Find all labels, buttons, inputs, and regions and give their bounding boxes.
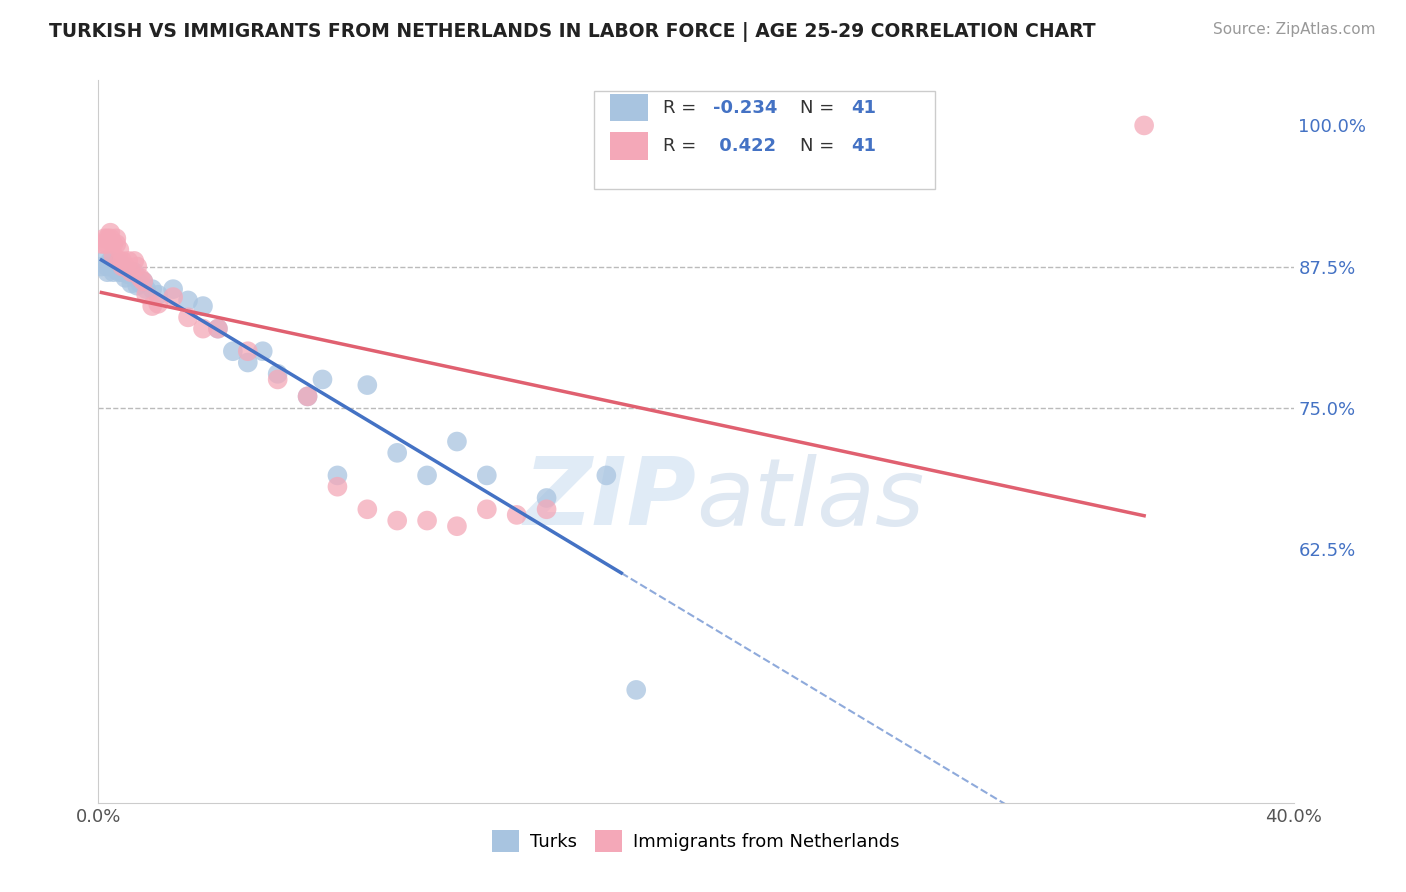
- Point: [120, 265, 142, 279]
- Point: [111, 265, 134, 279]
- Point: [148, 287, 170, 301]
- Text: TURKISH VS IMMIGRANTS FROM NETHERLANDS IN LABOR FORCE | AGE 25-29 CORRELATION CH: TURKISH VS IMMIGRANTS FROM NETHERLANDS I…: [49, 22, 1095, 42]
- Point: [90, 260, 112, 274]
- Point: [108, 256, 131, 270]
- Point: [98, 231, 122, 245]
- Point: [135, 282, 157, 296]
- Text: -0.234: -0.234: [713, 99, 778, 117]
- Point: [162, 282, 184, 296]
- Point: [108, 243, 131, 257]
- Point: [111, 260, 134, 274]
- Point: [124, 265, 146, 279]
- Point: [222, 344, 245, 359]
- Point: [297, 389, 319, 403]
- Point: [98, 253, 122, 268]
- Point: [129, 277, 152, 291]
- Point: [536, 502, 558, 516]
- Point: [96, 231, 118, 245]
- Point: [416, 514, 439, 528]
- Point: [595, 468, 617, 483]
- Point: [108, 253, 131, 268]
- Point: [297, 389, 319, 403]
- Point: [191, 299, 214, 313]
- Point: [90, 237, 112, 252]
- Point: [385, 446, 409, 460]
- Point: [311, 372, 333, 386]
- Point: [506, 508, 529, 522]
- Point: [446, 434, 468, 449]
- Point: [103, 265, 125, 279]
- Point: [191, 321, 214, 335]
- Point: [98, 226, 122, 240]
- Point: [356, 378, 378, 392]
- Point: [132, 274, 155, 288]
- Point: [135, 287, 157, 301]
- Point: [105, 237, 128, 252]
- Point: [446, 519, 468, 533]
- Point: [236, 344, 259, 359]
- Point: [385, 514, 409, 528]
- Text: N =: N =: [800, 137, 839, 155]
- Point: [105, 263, 128, 277]
- Point: [93, 237, 115, 252]
- Point: [127, 260, 149, 274]
- Point: [475, 502, 498, 516]
- Point: [162, 290, 184, 304]
- Point: [105, 231, 128, 245]
- Point: [267, 367, 290, 381]
- Point: [93, 253, 115, 268]
- Point: [177, 310, 200, 325]
- Text: 41: 41: [852, 137, 876, 155]
- Point: [356, 502, 378, 516]
- Point: [114, 270, 136, 285]
- Point: [103, 237, 125, 252]
- Point: [114, 260, 136, 274]
- Point: [326, 480, 349, 494]
- FancyBboxPatch shape: [595, 91, 935, 189]
- Point: [127, 278, 149, 293]
- Text: atlas: atlas: [696, 454, 924, 545]
- Point: [120, 277, 142, 291]
- Point: [267, 372, 290, 386]
- Point: [1133, 119, 1156, 133]
- Text: 0.422: 0.422: [713, 137, 776, 155]
- Point: [96, 260, 118, 274]
- Point: [207, 321, 229, 335]
- Point: [141, 282, 163, 296]
- Point: [626, 682, 648, 697]
- Point: [129, 270, 152, 285]
- Point: [207, 321, 229, 335]
- Text: R =: R =: [662, 137, 702, 155]
- Point: [103, 256, 125, 270]
- Point: [96, 265, 118, 279]
- Point: [416, 468, 439, 483]
- Text: N =: N =: [800, 99, 839, 117]
- Point: [252, 344, 274, 359]
- Point: [475, 468, 498, 483]
- Point: [326, 468, 349, 483]
- Point: [536, 491, 558, 505]
- Point: [124, 253, 146, 268]
- Legend: Turks, Immigrants from Netherlands: Turks, Immigrants from Netherlands: [485, 822, 907, 859]
- Bar: [610, 94, 648, 121]
- Point: [108, 265, 131, 279]
- Text: Source: ZipAtlas.com: Source: ZipAtlas.com: [1212, 22, 1375, 37]
- Point: [148, 297, 170, 311]
- Point: [111, 260, 134, 274]
- Text: R =: R =: [662, 99, 702, 117]
- Point: [177, 293, 200, 308]
- Point: [111, 253, 134, 268]
- Point: [117, 253, 139, 268]
- Point: [96, 237, 118, 252]
- Bar: [610, 132, 648, 160]
- Point: [236, 355, 259, 369]
- Text: ZIP: ZIP: [523, 453, 696, 545]
- Point: [93, 231, 115, 245]
- Point: [103, 248, 125, 262]
- Text: 41: 41: [852, 99, 876, 117]
- Point: [141, 299, 163, 313]
- Point: [132, 274, 155, 288]
- Point: [117, 268, 139, 282]
